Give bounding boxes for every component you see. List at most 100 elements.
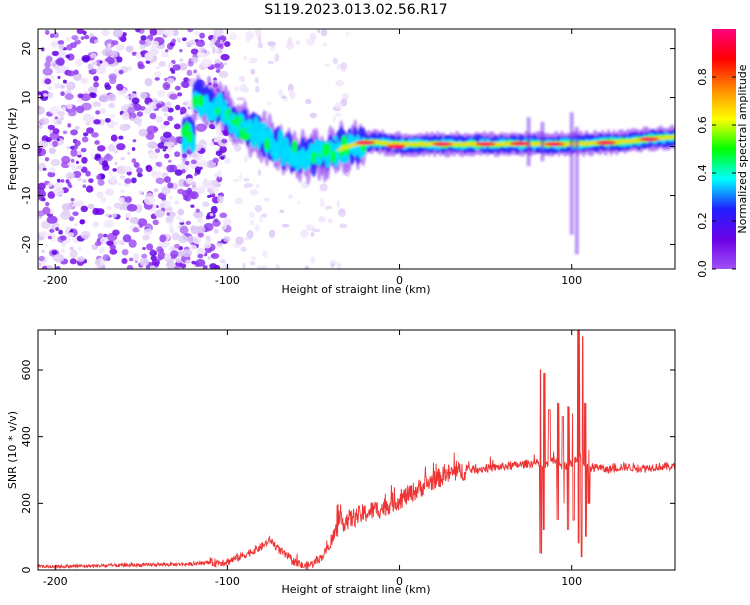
hot-spot <box>390 145 403 148</box>
noise-blob <box>117 182 122 187</box>
noise-blob <box>175 136 182 143</box>
noise-blob <box>215 69 221 73</box>
noise-blob <box>132 139 137 143</box>
noise-blob <box>52 140 59 147</box>
noise-blob <box>186 187 193 194</box>
noise-blob <box>75 160 79 165</box>
snr-x-ticks: -200 -100 0 100 <box>43 330 582 588</box>
hot-spot <box>436 142 449 146</box>
noise-blob <box>88 85 98 95</box>
noise-blob <box>119 175 126 180</box>
noise-blob <box>162 148 167 152</box>
noise-blob <box>194 166 202 173</box>
noise-blob <box>66 70 75 77</box>
faint-blob <box>295 40 301 46</box>
noise-blob <box>77 177 82 182</box>
noise-blob <box>163 176 171 184</box>
faint-blob <box>261 265 268 269</box>
noise-blob <box>55 265 61 269</box>
noise-blob <box>60 179 65 183</box>
hot-spot <box>548 142 561 146</box>
faint-blob <box>335 112 342 117</box>
faint-blob <box>234 197 244 205</box>
noise-blob <box>214 63 221 68</box>
noise-blob <box>99 247 106 254</box>
noise-blob <box>41 197 46 202</box>
noise-blob <box>114 161 118 166</box>
noise-blob <box>74 125 80 131</box>
noise-blob <box>165 49 169 53</box>
noise-blob <box>161 200 167 205</box>
colorbar: 0.0 0.2 0.4 0.6 0.8 Normalized spectral ampl… <box>696 29 749 278</box>
x-tick-label: -100 <box>215 575 240 588</box>
noise-blob <box>116 56 123 63</box>
noise-blob <box>139 257 149 267</box>
noise-blob <box>81 136 89 143</box>
noise-blob <box>121 258 128 265</box>
noise-blob <box>82 56 90 63</box>
noise-blob <box>203 241 212 249</box>
faint-blob <box>222 236 231 243</box>
noise-blob <box>174 169 183 176</box>
noise-blob <box>187 78 191 82</box>
faint-blob <box>305 98 312 105</box>
noise-blob <box>173 265 181 269</box>
noise-blob <box>96 145 106 152</box>
noise-blob <box>205 235 211 240</box>
noise-blob <box>199 47 206 54</box>
colorbar-tick-label: 0.0 <box>696 260 709 278</box>
noise-blob <box>143 108 152 114</box>
ridge-blob <box>227 113 235 121</box>
noise-blob <box>93 75 99 82</box>
faint-blob <box>257 169 262 177</box>
noise-blob <box>153 188 159 193</box>
noise-blob <box>67 123 72 128</box>
faint-blob <box>274 53 280 63</box>
noise-blob <box>81 156 88 164</box>
noise-blob <box>82 184 87 188</box>
ridge-segment <box>192 94 199 108</box>
faint-blob <box>248 212 255 219</box>
noise-blob <box>121 111 130 121</box>
noise-blob <box>80 205 88 213</box>
noise-blob <box>91 132 99 138</box>
colorbar-tick-label: 0.2 <box>696 212 709 230</box>
noise-blob <box>146 243 154 251</box>
noise-blob <box>104 117 111 123</box>
noise-blob <box>161 106 169 113</box>
noise-blob <box>65 226 71 232</box>
noise-blob <box>102 254 110 262</box>
noise-blob <box>71 34 79 41</box>
noise-blob <box>134 104 142 111</box>
noise-blob <box>77 93 84 99</box>
noise-blob <box>116 44 125 51</box>
noise-blob <box>108 93 117 102</box>
noise-blob <box>163 120 170 126</box>
noise-blob <box>60 248 65 254</box>
noise-blob <box>179 48 183 53</box>
noise-blob <box>203 222 214 232</box>
noise-blob <box>146 125 158 134</box>
faint-blob <box>275 263 280 269</box>
noise-blob <box>164 146 168 150</box>
hot-spot <box>600 141 613 144</box>
noise-blob <box>185 178 193 185</box>
faint-blob <box>334 102 343 110</box>
faint-blob <box>232 178 241 182</box>
y-tick-label: 600 <box>20 360 33 381</box>
noise-blob <box>52 253 65 263</box>
noise-blob <box>154 209 165 218</box>
noise-blob <box>39 191 47 198</box>
noise-blob <box>101 160 109 167</box>
faint-blob <box>239 83 248 92</box>
ridge-blob <box>315 146 320 151</box>
noise-blob <box>212 157 219 163</box>
noise-blob <box>76 105 85 114</box>
noise-blob <box>197 253 204 259</box>
faint-blob <box>340 62 348 70</box>
faint-blob <box>320 29 328 37</box>
ridge-blob <box>254 135 263 143</box>
noise-blob <box>67 232 74 237</box>
faint-blob <box>249 260 256 266</box>
noise-blob <box>64 93 74 100</box>
